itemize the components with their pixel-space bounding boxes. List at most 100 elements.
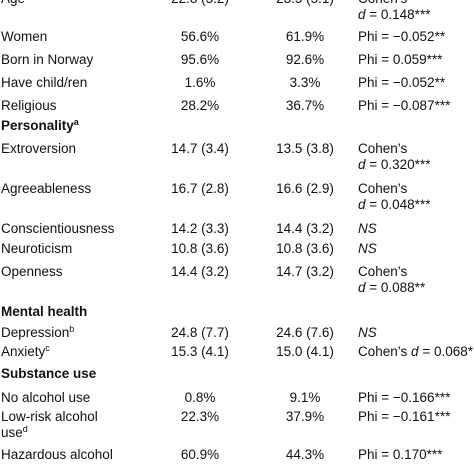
section-heading: Personalitya bbox=[1, 118, 79, 134]
effect-size-value: Phi = −0.087*** bbox=[358, 98, 451, 113]
group-a-value: 56.6% bbox=[180, 29, 220, 44]
effect-size-statistic: NS bbox=[358, 325, 474, 341]
row-label-text: Openness bbox=[1, 264, 63, 279]
effect-size-statistic: Phi = −0.052** bbox=[358, 29, 474, 45]
effect-size-statistic: NS bbox=[358, 221, 474, 237]
row-label-text: Mental health bbox=[1, 304, 88, 319]
table-row: Neuroticism 10.8 (3.6) 10.8 (3.6) NS bbox=[0, 241, 474, 264]
table-row: Religious 28.2% 36.7% Phi = −0.087*** bbox=[0, 98, 474, 118]
table-row: Agreeableness 16.7 (2.8) 16.6 (2.9) Cohen’s… bbox=[0, 181, 474, 221]
group-b-value: 16.6 (2.9) bbox=[276, 181, 334, 196]
table-row: Age 22.8 (3.2) 23.5 (5.1)Cohen’sd = 0.148*… bbox=[0, 0, 474, 29]
row-label: Low-risk alcohol used bbox=[1, 409, 98, 441]
effect-size-value: Phi = −0.161*** bbox=[358, 409, 451, 424]
row-label-text: Low-risk alcohol bbox=[1, 409, 98, 424]
footnote-marker: b bbox=[69, 324, 75, 334]
row-label-text: Religious bbox=[1, 98, 57, 113]
effect-size-value: Phi = −0.052** bbox=[358, 29, 446, 44]
effect-size-statistic: Cohen’sd = 0.148*** bbox=[358, 0, 474, 23]
group-b-value: 24.6 (7.6) bbox=[276, 325, 334, 340]
row-label: Women bbox=[1, 29, 47, 45]
row-label-text: Neuroticism bbox=[1, 241, 73, 256]
row-label-text: Conscientiousness bbox=[1, 221, 115, 236]
group-b-value: 92.6% bbox=[285, 52, 325, 67]
row-label-continuation: use bbox=[1, 425, 23, 440]
row-label: Hazardous alcohol bbox=[1, 447, 113, 463]
row-label-text: Anxiety bbox=[1, 344, 46, 359]
section-heading: Substance use bbox=[1, 366, 96, 382]
footnote-marker: d bbox=[22, 424, 28, 434]
effect-size-symbol: NS bbox=[358, 325, 377, 340]
row-label: Religious bbox=[1, 98, 57, 114]
effect-size-symbol: NS bbox=[358, 221, 377, 236]
group-b-value: 9.1% bbox=[289, 390, 321, 405]
group-a-value: 28.2% bbox=[180, 98, 220, 113]
effect-size-value-line: d = 0.320*** bbox=[358, 157, 474, 173]
effect-size-value: Phi = −0.052** bbox=[358, 75, 446, 90]
group-b-value: 10.8 (3.6) bbox=[276, 241, 334, 256]
effect-size-name: Cohen’s bbox=[358, 141, 408, 156]
group-a-value: 60.9% bbox=[180, 447, 220, 462]
row-label: Have child/ren bbox=[1, 75, 87, 91]
effect-size-statistic: Cohen’s d = 0.320*** bbox=[358, 141, 474, 173]
group-b-value: 23.5 (5.1) bbox=[255, 0, 355, 7]
effect-size-statistic: Cohen’s d = 0.048*** bbox=[358, 181, 474, 213]
effect-size-statistic: Phi = −0.087*** bbox=[358, 98, 474, 114]
table-row: Openness 14.4 (3.2) 14.7 (3.2) Cohen’s d = 0… bbox=[0, 264, 474, 304]
effect-size-symbol: d bbox=[358, 280, 366, 295]
row-label: Openness bbox=[1, 264, 63, 280]
row-label: No alcohol use bbox=[1, 390, 90, 406]
group-b-value: 14.7 (3.2) bbox=[276, 264, 334, 279]
row-label-text: Born in Norway bbox=[1, 52, 94, 67]
row-label-text: Hazardous alcohol bbox=[1, 447, 113, 462]
group-a-value: 16.7 (2.8) bbox=[171, 181, 229, 196]
group-b-value: 37.9% bbox=[285, 409, 325, 424]
row-label: Depressionb bbox=[1, 325, 74, 341]
group-b-value: 13.5 (3.8) bbox=[276, 141, 334, 156]
effect-size-value: = 0.088** bbox=[365, 280, 426, 295]
row-label-text: Age bbox=[1, 0, 25, 6]
row-label: Age bbox=[1, 0, 25, 7]
effect-size-value-line: d = 0.048*** bbox=[358, 197, 474, 213]
group-a-value: 22.8 (3.2) bbox=[150, 0, 250, 7]
group-a-value: 15.3 (4.1) bbox=[171, 344, 229, 359]
effect-size-statistic: Phi = 0.059*** bbox=[358, 52, 474, 68]
row-label: Conscientiousness bbox=[1, 221, 114, 237]
section-heading-row: Substance use bbox=[0, 366, 474, 390]
table-row: Depressionb 24.8 (7.7) 24.6 (7.6) NS bbox=[0, 325, 474, 344]
effect-size-value: = 0.068* bbox=[418, 344, 473, 359]
effect-size-statistic: NS bbox=[358, 241, 474, 257]
section-heading-row: Mental health bbox=[0, 304, 474, 325]
effect-size-name: Cohen’s bbox=[358, 264, 408, 279]
group-a-value: 10.8 (3.6) bbox=[171, 241, 229, 256]
effect-size-value-line: d = 0.088** bbox=[358, 280, 474, 296]
effect-size-value: = 0.320*** bbox=[365, 157, 431, 172]
effect-size-symbol: NS bbox=[358, 241, 377, 256]
group-b-value: 3.3% bbox=[289, 75, 321, 90]
effect-size-statistic: Cohen’s d = 0.068* bbox=[358, 344, 474, 360]
effect-size-value: Phi = 0.059*** bbox=[358, 52, 443, 67]
footnote-marker: c bbox=[45, 343, 50, 353]
effect-size-symbol: d bbox=[358, 197, 366, 212]
row-label-text: No alcohol use bbox=[1, 390, 91, 405]
footnote-marker: a bbox=[73, 117, 79, 127]
row-label-text: Substance use bbox=[1, 366, 97, 381]
row-label: Agreeableness bbox=[1, 181, 91, 197]
table-row: Anxietyc 15.3 (4.1) 15.0 (4.1) Cohen’s d = … bbox=[0, 344, 474, 366]
group-a-value: 95.6% bbox=[180, 52, 220, 67]
effect-size-value: Phi = −0.166*** bbox=[358, 390, 451, 405]
group-a-value: 14.7 (3.4) bbox=[171, 141, 229, 156]
table-row: Women 56.6% 61.9% Phi = −0.052** bbox=[0, 29, 474, 52]
table-row: Conscientiousness 14.2 (3.3) 14.4 (3.2) NS bbox=[0, 221, 474, 241]
row-label-text: Extroversion bbox=[1, 141, 77, 156]
effect-size-name: Cohen’s bbox=[358, 181, 408, 196]
row-label: Born in Norway bbox=[1, 52, 93, 68]
effect-size-statistic: Cohen’s d = 0.088** bbox=[358, 264, 474, 296]
row-label-text: Women bbox=[1, 29, 48, 44]
effect-size-value: Phi = 0.170*** bbox=[358, 447, 443, 462]
group-b-value: 61.9% bbox=[285, 29, 325, 44]
effect-size-symbol: d bbox=[411, 344, 419, 359]
effect-size-symbol: d bbox=[358, 157, 366, 172]
effect-size-value-line: d = 0.148*** bbox=[358, 7, 474, 23]
